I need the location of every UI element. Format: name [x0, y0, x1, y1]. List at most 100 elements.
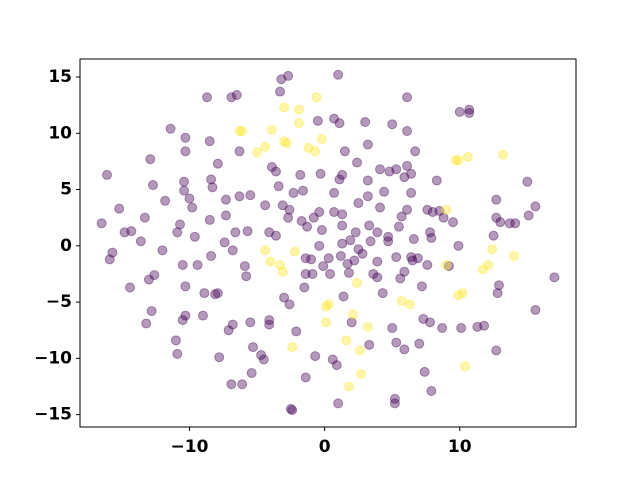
scatter-point: [135, 236, 146, 247]
scatter-point: [320, 301, 331, 312]
scatter-point: [306, 254, 317, 265]
scatter-point: [379, 186, 390, 197]
scatter-point: [383, 231, 394, 242]
scatter-point: [364, 339, 375, 350]
scatter-point: [270, 230, 281, 241]
scatter-point: [266, 124, 277, 135]
scatter-point: [530, 201, 541, 212]
scatter-point: [523, 210, 534, 221]
scatter-point: [300, 253, 311, 264]
scatter-point: [387, 322, 398, 333]
scatter-point: [273, 181, 284, 192]
scatter-point: [350, 227, 361, 238]
scatter-point: [311, 92, 322, 103]
scatter-point: [307, 268, 318, 279]
scatter-point: [356, 369, 367, 380]
scatter-point: [297, 185, 308, 196]
scatter-point: [441, 259, 452, 270]
scatter-point: [375, 164, 386, 175]
scatter-point: [329, 113, 340, 124]
scatter-point: [180, 132, 191, 143]
scatter-point: [310, 351, 321, 362]
scatter-point: [281, 138, 292, 149]
scatter-point: [247, 342, 258, 353]
scatter-point: [226, 92, 237, 103]
scatter-point: [337, 209, 348, 220]
scatter-point: [335, 250, 346, 261]
scatter-point: [412, 253, 423, 264]
scatter-point: [425, 227, 436, 238]
scatter-point: [402, 92, 413, 103]
scatter-point: [310, 146, 321, 157]
scatter-point: [264, 315, 275, 326]
scatter-point: [299, 282, 310, 293]
scatter-point: [464, 108, 475, 119]
y-tick-label: −15: [34, 405, 72, 425]
scatter-point: [202, 92, 213, 103]
scatter-point: [375, 202, 386, 213]
scatter-point: [454, 106, 465, 117]
scatter-point: [246, 367, 257, 378]
scatter-point: [303, 142, 314, 153]
scatter-point: [180, 281, 191, 292]
scatter-point: [241, 271, 252, 282]
scatter-point: [212, 288, 223, 299]
scatter-point: [287, 342, 298, 353]
scatter-point: [227, 319, 238, 330]
scatter-point: [220, 194, 231, 205]
scatter-point: [291, 326, 302, 337]
scatter-point: [495, 217, 506, 228]
scatter-point: [312, 115, 323, 126]
scatter-point: [300, 372, 311, 383]
scatter-point: [337, 220, 348, 231]
y-tick-label: 15: [48, 67, 72, 87]
scatter-point: [491, 194, 502, 205]
scatter-point: [508, 250, 519, 261]
scatter-point: [441, 204, 452, 215]
scatter-point: [289, 246, 300, 257]
scatter-point: [277, 200, 288, 211]
scatter-point: [276, 74, 287, 85]
scatter-point: [206, 174, 217, 185]
scatter-point: [141, 318, 152, 329]
scatter-point: [245, 317, 256, 328]
scatter-point: [453, 240, 464, 251]
scatter-point: [448, 217, 459, 228]
scatter-point: [284, 204, 295, 215]
scatter-point: [383, 236, 394, 247]
scatter-point: [491, 212, 502, 223]
scatter-point: [314, 207, 325, 218]
scatter-point: [410, 146, 421, 157]
scatter-point: [279, 136, 290, 147]
scatter-point: [323, 299, 334, 310]
scatter-point: [338, 291, 349, 302]
scatter-point: [334, 174, 345, 185]
scatter-point: [275, 86, 286, 97]
scatter-point: [293, 104, 304, 115]
scatter-point: [493, 280, 504, 291]
scatter-point: [184, 193, 195, 204]
scatter-point: [177, 315, 188, 326]
scatter-point: [252, 147, 263, 158]
scatter-point: [425, 317, 436, 328]
scatter-point: [143, 274, 154, 285]
scatter-point: [353, 198, 364, 209]
scatter-point: [234, 191, 245, 202]
scatter-point: [377, 288, 388, 299]
scatter-point: [357, 248, 368, 259]
scatter-point: [126, 226, 137, 237]
scatter-point: [300, 268, 311, 279]
scatter-point: [414, 338, 425, 349]
scatter-point: [416, 281, 427, 292]
scatter-point: [296, 216, 307, 227]
scatter-point: [407, 255, 418, 266]
scatter-point: [492, 288, 503, 299]
scatter-point: [450, 155, 461, 166]
scatter-point: [260, 200, 271, 211]
scatter-point: [187, 202, 198, 213]
scatter-point: [175, 219, 186, 230]
scatter-point: [406, 187, 417, 198]
scatter-point: [320, 317, 331, 328]
scatter-point: [418, 313, 429, 324]
scatter-point: [308, 212, 319, 223]
